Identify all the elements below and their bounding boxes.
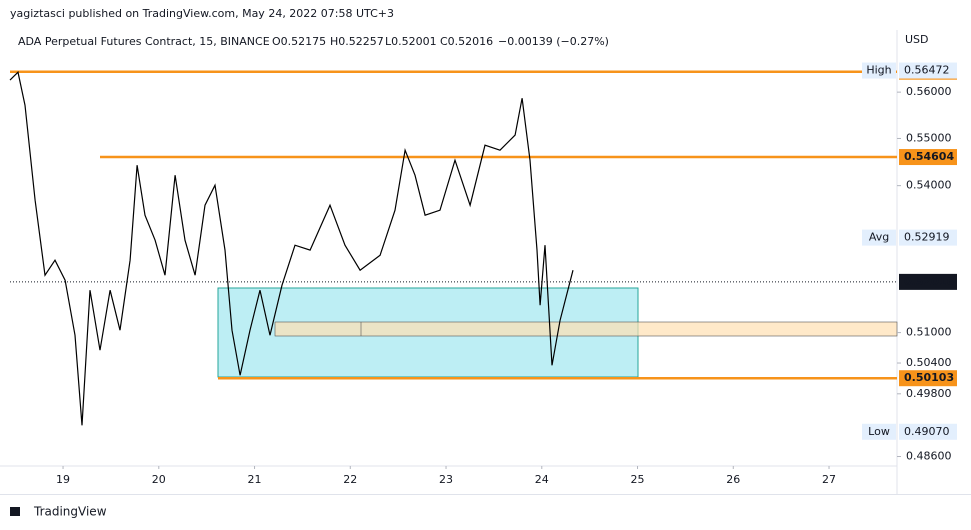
y-tick-label: 0.48600 [906,450,952,463]
x-tick-label: 26 [726,473,740,486]
price-line [9,71,574,426]
x-tick-label: 25 [631,473,645,486]
x-tick-label: 24 [535,473,549,486]
footer-border [0,494,971,495]
stat-name: High [866,64,891,77]
y-tick-label: 0.51000 [906,326,952,339]
stat-value: 0.52919 [904,231,950,244]
x-tick-label: 21 [248,473,262,486]
stat-name-box [862,229,896,246]
stat-name: Avg [869,231,889,244]
stat-value: 0.49070 [904,425,950,438]
x-tick-label: 20 [152,473,166,486]
footer-logo [10,507,20,516]
stat-value: 0.56472 [904,64,950,77]
y-tick-label: 0.55000 [906,131,952,144]
zone-band [274,321,898,337]
published-note: yagiztasci published on TradingView.com,… [10,7,394,20]
x-tick-label: 22 [343,473,357,486]
level-label-box [899,149,957,166]
stat-name: Low [868,425,890,438]
stat-name-box [862,423,896,440]
ohlc-open: O0.52175 [272,35,326,48]
footer-brand: TradingView [33,505,107,519]
ohlc-low: L0.52001 [385,35,437,48]
level-label: 0.54604 [904,150,954,163]
stat-value-box [899,62,957,79]
y-tick-label: 0.56000 [906,85,952,98]
ohlc-high: H0.52257 [330,35,384,48]
x-tick-label: 19 [56,473,70,486]
stat-name-box [862,62,896,79]
y-tick-label: 0.54000 [906,179,952,192]
y-tick-label: 0.50400 [906,356,952,369]
y-tick-label: 0.49800 [906,387,952,400]
ohlc-close: C0.52016 [440,35,493,48]
last-price-label: 0.52016 [904,275,954,288]
level-label-box [899,370,957,387]
axis-unit: USD [905,33,929,46]
stat-value-box [899,423,957,440]
x-tick-label: 23 [439,473,453,486]
x-tick-label: 27 [822,473,836,486]
stat-value-box [899,229,957,246]
symbol: ADA Perpetual Futures Contract, 15, BINA… [18,35,270,48]
level-label: 0.50103 [904,371,954,384]
change: −0.00139 (−0.27%) [498,35,609,48]
last-price-label-box [899,273,957,290]
